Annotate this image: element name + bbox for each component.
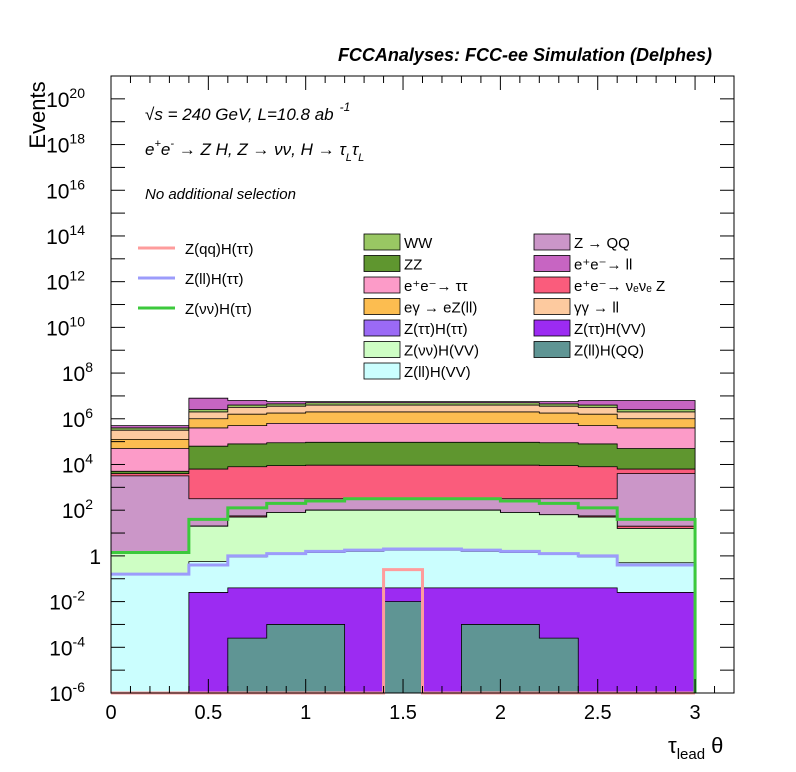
legend-line-label: Z(νν)H(ττ)	[185, 301, 252, 318]
energy-lumi-label: √s = 240 GeV, L=10.8 ab -1	[145, 100, 350, 124]
legend-box-label: Z(νν)H(VV)	[404, 343, 479, 360]
x-axis: 0 0.5 1 1.5 2 2.5 3	[105, 76, 735, 724]
legend-box-swatch	[533, 276, 571, 294]
legend-box-swatch	[533, 319, 571, 337]
lumi-exponent: -1	[340, 100, 351, 114]
stacked-histograms	[110, 397, 696, 694]
x-tick-label: 1.5	[389, 702, 417, 724]
legend-box-label: Z(ll)H(VV)	[404, 364, 471, 381]
plot-title: FCCAnalyses: FCC-ee Simulation (Delphes)	[338, 45, 712, 65]
legend-box-label: Z → QQ	[574, 235, 630, 252]
legend-box-swatch	[363, 362, 401, 380]
y-tick-label: 10-2	[49, 588, 85, 615]
legend-box-swatch	[363, 341, 401, 358]
energy-lumi-text: = 240 GeV, L=10.8 ab	[163, 105, 334, 124]
legend-box-swatch	[363, 276, 401, 294]
legend: Z(qq)H(ττ) Z(ll)H(ττ) Z(νν)H(ττ) WW ZZ e⁺e⁻→ …	[138, 233, 665, 381]
legend-box-swatch	[533, 298, 571, 315]
y-tick-label: 1018	[46, 131, 85, 158]
legend-box-swatch	[363, 255, 401, 272]
process-e2-sup: -	[170, 138, 174, 150]
legend-box-swatch	[533, 255, 571, 272]
legend-box-swatch	[533, 341, 571, 358]
legend-box-swatch	[363, 298, 401, 315]
legend-box-label: e⁺e⁻→ ττ	[404, 278, 468, 295]
process-tau2: τ	[352, 140, 360, 159]
selection-label: No additional selection	[145, 186, 296, 203]
legend-line-label: Z(ll)H(ττ)	[185, 271, 244, 288]
y-tick-label: 1012	[46, 268, 85, 295]
y-tick-label: 1010	[46, 313, 85, 340]
legend-box-label: Z(ττ)H(ττ)	[404, 321, 468, 338]
y-tick-label: 102	[62, 496, 93, 523]
process-sub1: L	[346, 152, 352, 164]
process-e1-sup: +	[154, 138, 161, 150]
process-e2: e	[161, 140, 170, 159]
legend-box-label: γγ → ll	[574, 300, 619, 317]
x-tick-label: 2.5	[584, 702, 612, 724]
y-tick-label: 1014	[46, 222, 85, 249]
y-axis: 10-6 10-4 10-21 102 104 106 108 1010 1012 1014 101…	[46, 75, 734, 706]
x-tick-label: 2	[495, 702, 506, 724]
x-title-var: θ	[705, 733, 723, 758]
y-tick-label: 106	[62, 405, 93, 432]
y-tick-label: 1016	[46, 176, 85, 203]
x-tick-label: 0	[105, 702, 116, 724]
y-axis-title: Events	[25, 81, 50, 148]
legend-box-swatch	[363, 319, 401, 337]
y-tick-label: 10-4	[49, 633, 85, 660]
process-text: → Z H, Z → νν, H → τ	[174, 140, 347, 159]
legend-box-label: e⁺e⁻→ ll	[574, 257, 632, 274]
x-tick-label: 3	[690, 702, 701, 724]
signal-z-ll-h-	[111, 547, 697, 693]
y-tick-label: 104	[62, 450, 93, 477]
y-tick-label: 108	[62, 359, 93, 386]
x-title-sub: lead	[677, 746, 705, 763]
legend-line-label: Z(qq)H(ττ)	[185, 241, 254, 258]
y-tick-label: 1	[89, 546, 101, 569]
legend-box-label: eγ → eZ(ll)	[404, 300, 477, 317]
process-e1: e	[145, 140, 154, 159]
legend-box-label: Z(ll)H(QQ)	[574, 343, 644, 360]
process-label: e+e- → Z H, Z → νν, H → τLτL	[145, 138, 364, 164]
y-tick-label: 1020	[46, 85, 85, 112]
x-tick-label: 0.5	[194, 702, 222, 724]
legend-box-swatch	[533, 233, 571, 251]
x-title-tau: τ	[668, 733, 677, 758]
signal-z-h-	[111, 497, 697, 693]
y-tick-label: 10-6	[49, 679, 85, 706]
legend-box-label: WW	[404, 235, 433, 252]
x-axis-title: τlead θ	[668, 733, 723, 763]
legend-box-label: ZZ	[404, 257, 422, 274]
x-tick-label: 1	[300, 702, 311, 724]
legend-box-label: e⁺e⁻→ νₑνₑ Z	[574, 278, 665, 295]
sqrt-s: √s	[145, 105, 163, 124]
legend-box-swatch	[363, 233, 401, 251]
process-sub2: L	[358, 152, 364, 164]
legend-box-label: Z(ττ)H(VV)	[574, 321, 646, 338]
